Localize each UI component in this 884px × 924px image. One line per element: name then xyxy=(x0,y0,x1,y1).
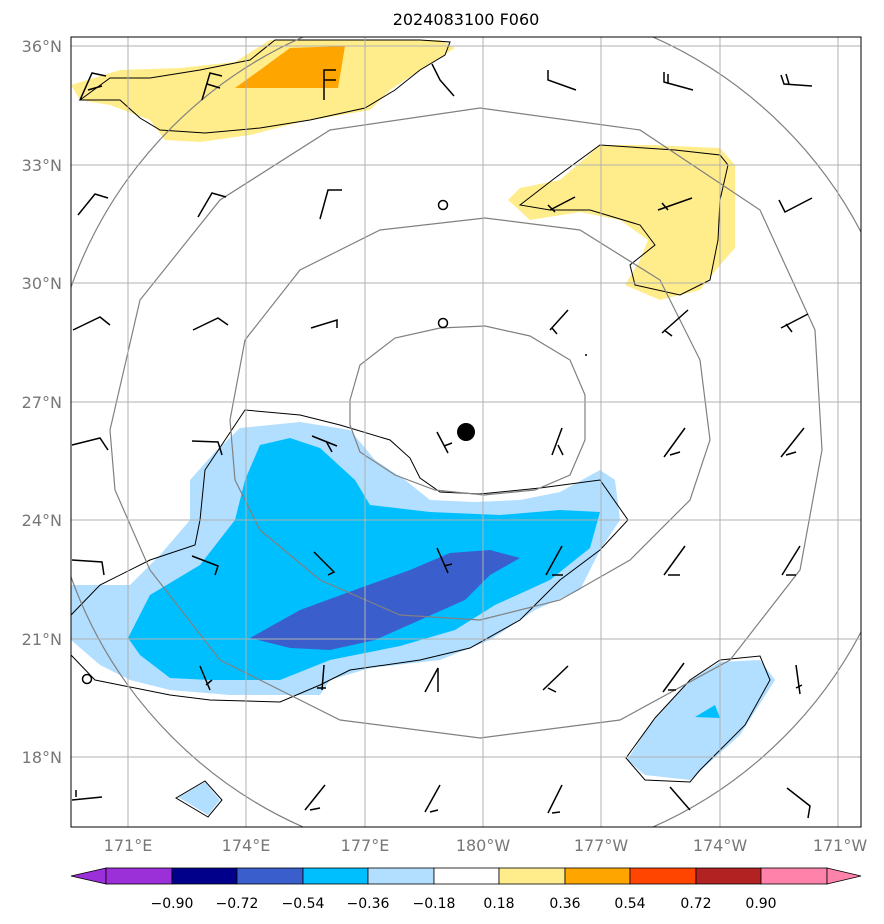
shading-light-blue-sw xyxy=(178,782,220,815)
colorbar-label: 0.36 xyxy=(549,896,580,912)
colorbar-segment xyxy=(302,867,369,885)
lon-tick: 174°W xyxy=(693,836,748,855)
shading-orange-nw xyxy=(235,46,345,88)
pressure-contours xyxy=(71,37,861,827)
colorbar-segment xyxy=(105,867,173,885)
colorbar-label: 0.18 xyxy=(483,896,514,912)
map-frame xyxy=(70,36,862,828)
colorbar-label: −0.90 xyxy=(151,896,194,912)
map-title: 2024083100 F060 xyxy=(392,10,540,29)
colorbar-segment xyxy=(236,867,304,885)
colorbar-segment xyxy=(629,867,697,885)
lat-tick: 27°N xyxy=(22,393,62,412)
colorbar-segment xyxy=(433,867,500,885)
colorbar-labels: −0.90 −0.72 −0.54 −0.36 −0.18 0.18 0.36 … xyxy=(151,896,777,912)
lat-tick: 21°N xyxy=(22,630,62,649)
colorbar-segment-extend-min xyxy=(70,867,107,885)
colorbar-label: 0.90 xyxy=(745,896,776,912)
colorbar-label: −0.36 xyxy=(347,896,390,912)
graticule xyxy=(71,37,861,827)
shading-yellow-ne xyxy=(508,145,735,300)
colorbar-label: 0.54 xyxy=(614,896,645,912)
lon-tick: 177°E xyxy=(341,836,390,855)
lon-tick: 171°W xyxy=(813,836,868,855)
small-dot xyxy=(585,354,587,356)
colorbar-segment xyxy=(498,867,566,885)
lon-tick: 171°E xyxy=(104,836,153,855)
colorbar-segment xyxy=(760,867,828,885)
lat-tick-labels: 36°N 33°N 30°N 27°N 24°N 21°N 18°N xyxy=(22,37,62,767)
shading-dark-blue-main xyxy=(250,550,520,650)
calm-markers xyxy=(81,199,449,685)
lat-tick: 30°N xyxy=(22,274,62,293)
lat-tick: 36°N xyxy=(22,37,62,56)
colorbar xyxy=(70,867,862,885)
storm-center-marker xyxy=(457,423,475,441)
lat-tick: 18°N xyxy=(22,748,62,767)
lon-tick: 174°E xyxy=(222,836,271,855)
lon-tick: 177°W xyxy=(574,836,629,855)
lat-tick: 33°N xyxy=(22,156,62,175)
colorbar-segment-extend-max xyxy=(826,867,862,885)
shading-blue-se xyxy=(695,705,720,718)
colorbar-segment xyxy=(564,867,631,885)
shading-light-blue-se xyxy=(627,660,775,780)
colorbar-segment xyxy=(171,867,238,885)
colorbar-segment xyxy=(695,867,762,885)
wind-barbs xyxy=(71,63,813,819)
colorbar-label: −0.54 xyxy=(282,896,325,912)
lon-tick-labels: 171°E 174°E 177°E 180°W 177°W 174°W 171°… xyxy=(104,836,868,855)
colorbar-segment xyxy=(367,867,435,885)
lat-tick: 24°N xyxy=(22,511,62,530)
black-contours xyxy=(71,39,771,818)
colorbar-label: 0.72 xyxy=(680,896,711,912)
colorbar-label: −0.72 xyxy=(216,896,259,912)
colorbar-label: −0.18 xyxy=(413,896,456,912)
lon-tick: 180°W xyxy=(456,836,511,855)
map-plot-area xyxy=(71,37,861,827)
shading-yellow-nw xyxy=(71,40,455,142)
